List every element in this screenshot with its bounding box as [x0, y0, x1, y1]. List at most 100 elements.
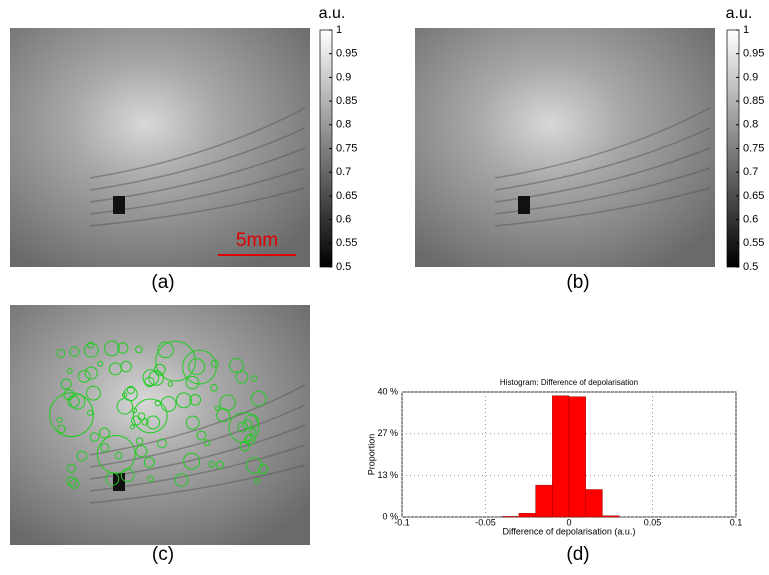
image-streak	[89, 384, 306, 456]
detection-circle	[60, 378, 72, 390]
colorbar-tick-label: 0.85	[336, 95, 357, 107]
detection-circle	[185, 375, 200, 390]
detection-circle	[250, 390, 267, 407]
histogram-bar	[568, 396, 586, 518]
detection-circle	[228, 412, 260, 443]
x-tick-label: -0.1	[394, 517, 410, 527]
detection-circle	[208, 460, 215, 468]
detection-circle	[137, 412, 146, 421]
x-tick-label: 0.05	[644, 517, 662, 527]
histogram-bar	[518, 513, 536, 518]
colorbar-tick-label: 0.9	[336, 71, 351, 83]
colorbar-tick-label: 0.6	[336, 214, 351, 226]
panel-label: (a)	[151, 272, 174, 293]
detection-circle	[66, 463, 77, 474]
detection-circle	[219, 394, 236, 411]
detection-circle	[84, 366, 98, 380]
detection-circle	[245, 457, 263, 474]
colorbar-tick-label: 1	[336, 24, 342, 36]
detection-circle	[130, 415, 142, 426]
colorbar-tick-label: 0.8	[743, 119, 758, 131]
colorbar-tick-label: 0.7	[743, 166, 758, 178]
detection-circle	[210, 359, 219, 368]
detection-circle	[69, 346, 80, 357]
detection-circle	[155, 340, 196, 382]
detection-circle	[160, 396, 177, 412]
scale-bar-label: 5mm	[236, 230, 278, 251]
detection-circle	[146, 415, 161, 430]
detection-circle	[257, 463, 269, 475]
detection-circle	[189, 393, 202, 406]
x-tick-label: -0.05	[475, 517, 496, 527]
image-streak	[89, 107, 306, 179]
detection-circle	[121, 392, 128, 398]
detection-circle	[153, 363, 166, 376]
x-axis-label: Difference of depolarisation (a.u.)	[503, 526, 636, 536]
image-streak	[494, 107, 711, 179]
detection-circle	[105, 471, 120, 486]
detection-circle	[135, 445, 148, 458]
histogram-bar	[502, 516, 520, 518]
image-defect	[518, 196, 530, 214]
colorbar-tick-label: 0.6	[743, 214, 758, 226]
detection-circle	[203, 439, 211, 447]
detection-circle	[89, 432, 100, 442]
image-streak	[494, 187, 711, 227]
detection-circle	[117, 342, 129, 354]
y-axis-label: Proportion	[366, 434, 376, 476]
y-tick-label: 27 %	[377, 428, 398, 438]
detection-circle	[69, 478, 80, 489]
detection-circle	[131, 407, 138, 414]
detection-circle	[157, 341, 174, 359]
detection-circle	[141, 418, 149, 426]
detection-circle	[175, 392, 192, 409]
detection-circle	[174, 473, 189, 487]
detection-circle	[135, 437, 144, 445]
y-tick-label: 13 %	[377, 470, 398, 480]
detection-circle	[215, 405, 221, 411]
colorbar-tick-label: 0.5	[336, 261, 351, 273]
colorbar-tick-label: 0.7	[336, 166, 351, 178]
colorbar-tick-label: 0.95	[336, 48, 357, 60]
chart-title: Histogram: Difference of depolarisation	[500, 378, 638, 387]
image-streak	[89, 127, 306, 191]
detection-circle	[116, 398, 134, 415]
detection-circle	[87, 341, 94, 349]
panel-label: (c)	[152, 544, 174, 565]
detection-circle	[69, 393, 86, 410]
detection-circle	[254, 477, 260, 484]
sample-image	[415, 28, 715, 267]
colorbar-tick-label: 0.8	[336, 119, 351, 131]
detection-circle	[143, 456, 155, 468]
image-streak	[89, 187, 306, 227]
detection-circle	[100, 442, 110, 453]
detection-circle	[249, 428, 257, 436]
detection-circle	[83, 342, 99, 358]
image-streak	[89, 464, 306, 504]
image-streak	[494, 127, 711, 191]
detection-circle	[85, 385, 101, 401]
detection-circle	[237, 422, 248, 433]
colorbar-tick-label: 0.9	[743, 71, 758, 83]
x-tick-label: 0	[566, 517, 571, 527]
colorbar-tick-label: 1	[743, 24, 749, 36]
panel-label: (b)	[566, 272, 589, 293]
colorbar-tick-label: 0.55	[336, 237, 357, 249]
detection-circle	[56, 417, 63, 424]
colorbar-tick-label: 0.75	[336, 142, 357, 154]
sample-image	[10, 305, 310, 545]
detection-circle	[228, 357, 244, 373]
detection-circle	[239, 440, 250, 452]
detection-circle	[56, 348, 66, 358]
detection-circle	[188, 358, 206, 376]
detection-circle	[49, 392, 94, 438]
image-defect	[113, 196, 125, 214]
detection-circle	[87, 409, 94, 416]
colorbar-tick-label: 0.5	[743, 261, 758, 273]
detection-circle	[98, 427, 110, 439]
colorbar-tick-label: 0.85	[743, 95, 764, 107]
detection-circle	[132, 398, 168, 434]
colorbar-title: a.u.	[726, 5, 753, 22]
detection-circle	[120, 360, 132, 373]
histogram-bar	[585, 489, 603, 518]
